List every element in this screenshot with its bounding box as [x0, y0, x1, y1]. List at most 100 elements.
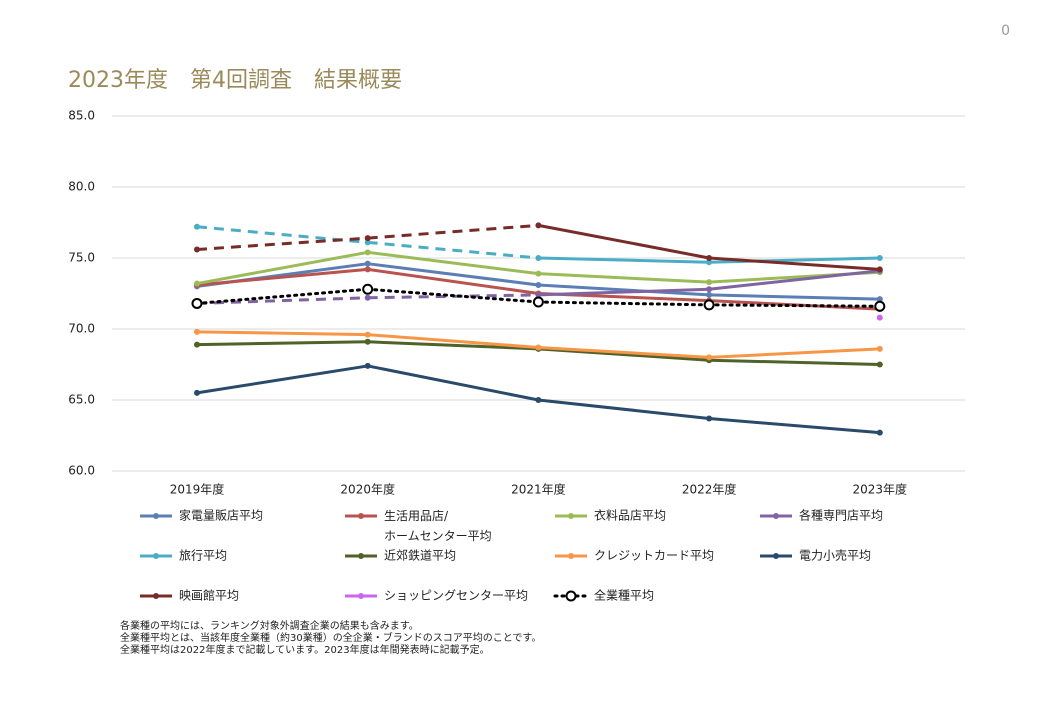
point [364, 249, 371, 256]
series-line [708, 269, 880, 291]
legend-label: クレジットカード平均 [594, 549, 714, 563]
point [876, 345, 883, 352]
series-line [536, 300, 711, 307]
series-line [709, 256, 880, 271]
point [706, 291, 713, 298]
point [706, 415, 713, 422]
series-line [707, 303, 882, 308]
legend-label: 旅行平均 [179, 549, 227, 563]
series-line [538, 272, 710, 284]
legend-marker [358, 513, 364, 519]
point [703, 299, 715, 311]
legend-label: 衣料品店平均 [594, 508, 666, 523]
x-tick-label: 2020年度 [340, 482, 395, 497]
point [876, 314, 883, 321]
series-line [196, 296, 368, 305]
legend-label: 映画館平均 [179, 588, 239, 603]
point [194, 328, 200, 335]
series-line [367, 223, 539, 240]
series-line [196, 250, 368, 286]
series-line [367, 262, 539, 287]
point [364, 235, 371, 242]
legend-marker [568, 553, 574, 559]
point [706, 286, 713, 293]
y-tick-label: 60.0 [68, 464, 95, 478]
point [191, 297, 203, 309]
legend-label: 近郊鉄道平均 [384, 548, 456, 563]
note: 全業種平均は2022年度まで記載しています。2023年度は年間発表時に記載予定。 [120, 643, 490, 656]
y-tick-label: 75.0 [68, 251, 95, 265]
series-line [538, 398, 710, 420]
series-line [538, 256, 710, 264]
legend-marker [153, 553, 159, 559]
series-line [367, 267, 539, 295]
y-tick-label: 85.0 [68, 109, 95, 123]
series-line [196, 267, 368, 287]
point [706, 279, 713, 286]
legend-label: ショッピングセンター平均 [384, 589, 528, 603]
point [194, 389, 200, 396]
point [876, 429, 883, 436]
point [535, 222, 542, 229]
point [535, 281, 542, 288]
series-line [367, 364, 539, 402]
legend-marker [153, 513, 159, 519]
legend-marker [565, 590, 577, 602]
point [362, 283, 374, 295]
chart-title: 2023年度 第4回調査 結果概要 [68, 68, 402, 93]
series-line [367, 333, 539, 349]
legend-label: 家電量販店平均 [179, 508, 263, 523]
point [876, 255, 883, 261]
y-tick-label: 70.0 [68, 322, 95, 336]
series-line [367, 240, 539, 260]
point [364, 338, 371, 345]
note: 各業種の平均には、ランキング対象外調査企業の結果も含みます。 [120, 619, 419, 632]
point [706, 354, 713, 361]
series-line [538, 283, 710, 297]
y-tick-label: 65.0 [68, 393, 95, 407]
series-line [709, 293, 880, 301]
note: 全業種平均とは、当該年度全業種（約30業種）の全企業・ブランドのスコア平均のこと… [120, 631, 541, 644]
series-line [195, 287, 370, 305]
x-tick-label: 2021年度 [511, 482, 566, 497]
point [876, 296, 883, 303]
legend-marker [773, 553, 779, 559]
point [532, 296, 544, 308]
legend-label: 全業種平均 [594, 588, 654, 603]
point [194, 223, 200, 230]
series-line [196, 236, 368, 251]
legend-marker [153, 593, 159, 599]
page-number: 0 [1001, 23, 1010, 39]
series-line [538, 287, 710, 297]
legend-label: 電力小売平均 [799, 548, 871, 563]
legend-marker [568, 513, 574, 519]
point [876, 361, 883, 368]
legend-marker [358, 553, 364, 559]
series-line [367, 250, 539, 276]
point [194, 280, 200, 287]
x-tick-label: 2023年度 [853, 482, 908, 497]
point [535, 344, 542, 351]
point [876, 266, 883, 273]
legend-label: 生活用品店/ホームセンター平均 [384, 509, 492, 543]
point [194, 246, 200, 253]
point [535, 270, 542, 277]
point [364, 260, 371, 267]
series-line [708, 416, 880, 435]
series-line [709, 347, 880, 359]
point [535, 397, 542, 403]
point [535, 291, 542, 298]
y-tick-label: 80.0 [68, 180, 95, 194]
series-line [538, 345, 710, 359]
series-line [196, 364, 368, 395]
point [535, 255, 542, 261]
point [364, 294, 371, 301]
point [706, 259, 713, 266]
point [364, 362, 371, 369]
point [364, 331, 371, 338]
point [874, 300, 886, 312]
point [194, 341, 200, 348]
series-line [196, 340, 368, 347]
x-tick-label: 2019年度 [170, 482, 225, 497]
